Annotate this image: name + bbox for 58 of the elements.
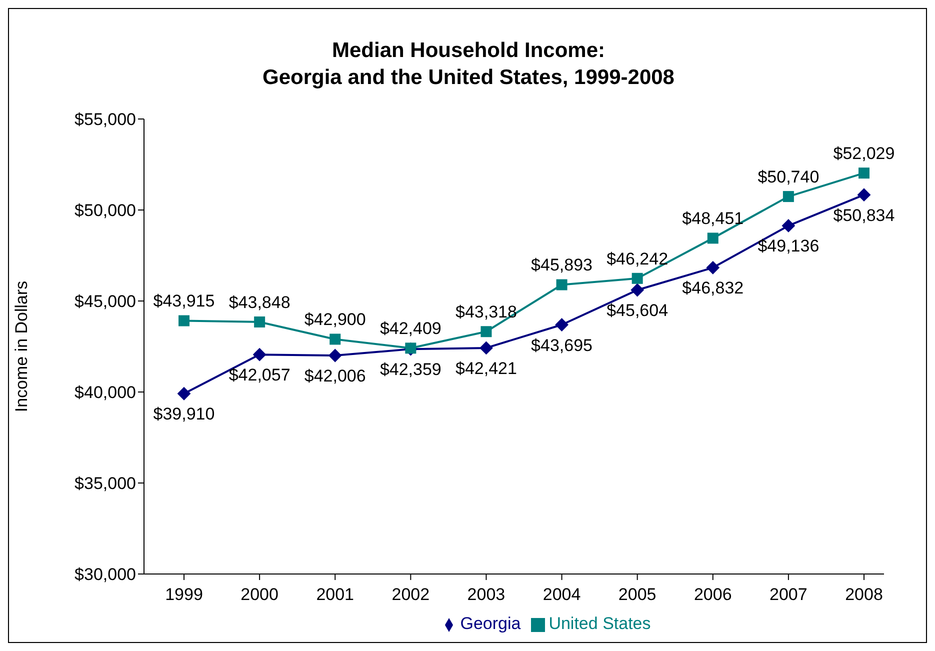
x-tick-label: 2000	[240, 585, 278, 604]
legend-label: Georgia	[460, 614, 521, 633]
y-tick-label: $30,000	[74, 565, 136, 584]
data-label: $42,409	[380, 319, 442, 338]
x-tick-label: 2007	[770, 585, 808, 604]
point	[706, 261, 720, 274]
data-label: $45,893	[531, 256, 593, 275]
point	[858, 188, 870, 202]
data-label: $43,318	[455, 302, 517, 322]
data-label: $46,832	[682, 278, 744, 298]
point	[556, 279, 568, 290]
point	[254, 316, 266, 328]
data-label: $48,451	[682, 209, 744, 228]
data-label: $43,695	[531, 336, 593, 355]
x-tick-label: 2001	[316, 585, 354, 604]
y-tick-label: $35,000	[74, 474, 136, 494]
point	[330, 334, 341, 345]
data-label: $43,848	[228, 292, 290, 312]
y-tick-label: $40,000	[74, 383, 136, 402]
data-label: $42,421	[455, 358, 517, 378]
x-tick-label: 2004	[542, 585, 581, 604]
data-label: $42,006	[304, 366, 366, 386]
point	[707, 232, 718, 244]
data-label: $45,604	[606, 301, 668, 320]
point	[782, 219, 795, 232]
data-label: $50,834	[833, 206, 895, 225]
point	[480, 341, 493, 354]
data-label: $42,359	[380, 360, 442, 380]
point	[178, 315, 190, 326]
point	[632, 272, 643, 284]
point	[782, 191, 794, 202]
data-label: $39,910	[153, 404, 215, 424]
chart-title: Median Household Income: Georgia and the United States, 1999-2008	[262, 38, 676, 91]
legend-label: United States	[548, 614, 651, 633]
x-tick-label: 2003	[467, 585, 506, 604]
data-label: $50,740	[758, 168, 820, 187]
x-tick-label: 2008	[845, 585, 883, 604]
data-label: $52,029	[833, 144, 895, 164]
data-label: $43,915	[153, 292, 215, 311]
point	[630, 284, 644, 297]
y-tick-label: $50,000	[74, 201, 136, 220]
data-label: $42,057	[228, 366, 290, 385]
point	[555, 318, 568, 332]
x-tick-label: 2005	[618, 585, 656, 604]
x-tick-label: 1999	[165, 585, 203, 604]
point	[858, 168, 870, 179]
y-tick-label: $55,000	[74, 110, 136, 130]
data-label: $49,136	[758, 236, 820, 256]
data-label: $46,242	[606, 249, 668, 268]
point	[328, 348, 342, 362]
x-tick-label: 2002	[392, 585, 430, 604]
point	[253, 348, 266, 362]
data-label: $42,900	[304, 310, 366, 330]
y-tick-label: $45,000	[74, 292, 136, 312]
x-tick-label: 2006	[694, 585, 732, 604]
point	[480, 326, 492, 338]
y-axis-title: Income in Dollars	[12, 280, 32, 412]
point	[178, 387, 190, 400]
